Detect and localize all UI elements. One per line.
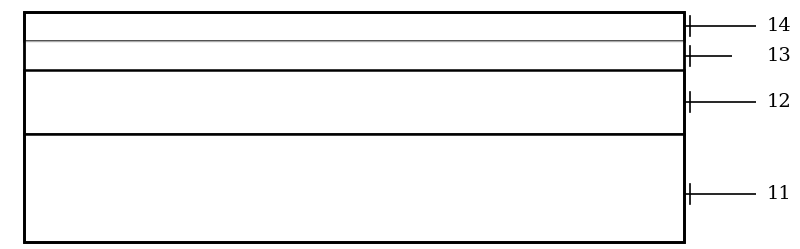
Text: 14: 14	[766, 17, 791, 35]
Bar	[24, 70, 684, 134]
Text: 13: 13	[766, 47, 791, 65]
Bar	[24, 134, 684, 242]
Bar	[24, 41, 684, 70]
Bar	[24, 12, 684, 41]
Text: 12: 12	[766, 93, 791, 111]
Bar	[24, 12, 684, 242]
Text: 11: 11	[766, 185, 791, 203]
